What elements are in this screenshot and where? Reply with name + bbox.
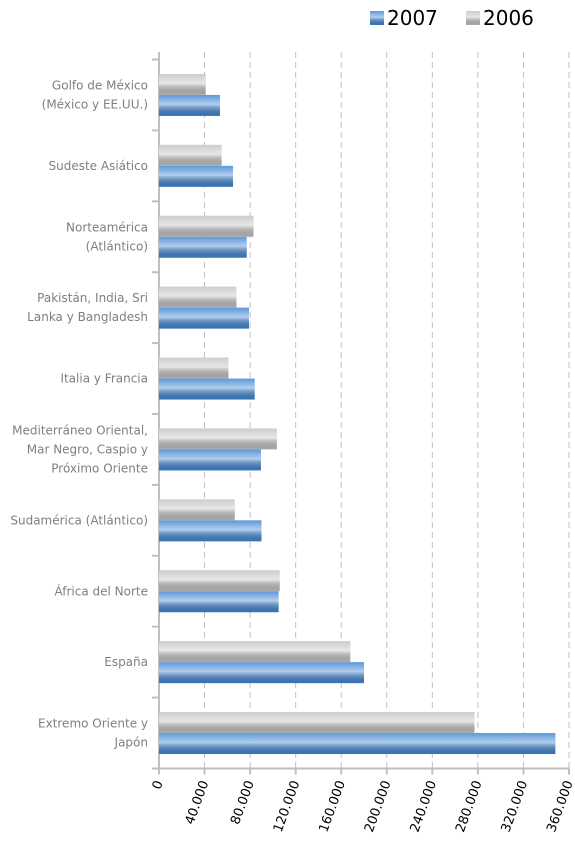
legend-text: 2007 [387,6,438,30]
label-line: Lanka y Bangladesh [27,310,148,324]
x-tick-label: 40.000 [183,779,213,827]
bar-shine [159,591,279,613]
label-line: (Atlántico) [86,239,148,253]
x-tick-label: 120.000 [271,779,303,835]
bar-shine [159,520,262,542]
legend-swatch-shine [466,11,480,25]
label-line: Mediterráneo Oriental, [12,423,148,437]
bar-shine [159,144,222,166]
bar-shine [159,570,280,592]
label-line: España [104,655,148,669]
label-line: Extremo Oriente y [38,717,148,731]
y-tick-label: Italia y Francia [60,372,148,386]
y-tick-label: Mediterráneo Oriental, Mar Negro, Caspio … [12,423,148,475]
label-line: Próximo Oriente [51,461,148,475]
y-tick-label: Norteamérica (Atlántico) [66,220,148,253]
bar-shine [159,428,277,450]
x-tick-label: 360.000 [544,779,575,835]
y-tick-label: Sudeste Asiático [48,159,148,173]
y-tick-label: Extremo Oriente y Japón [38,717,148,750]
label-line: Japón [114,736,148,750]
label-line: Sudamérica (Atlántico) [10,513,148,527]
bar-shine [159,165,234,187]
x-tick-label: 0 [150,779,167,792]
label-line: Pakistán, India, Sri [37,291,148,305]
x-tick-label: 240.000 [408,779,440,835]
bar-shine [159,236,247,258]
x-tick-label: 280.000 [453,779,485,835]
legend-text: 2006 [483,6,534,30]
x-tick-label: 320.000 [499,779,531,835]
legend-swatch-shine [370,11,384,25]
bar-shine [159,378,255,400]
bar-shine [159,449,261,471]
bar-shine [159,712,475,734]
x-tick-label: 160.000 [316,779,348,835]
bar-shine [159,499,235,521]
y-tick-label: España [104,655,148,669]
bar-shine [159,286,237,308]
y-tick-label: Sudamérica (Atlántico) [10,513,148,527]
x-tick-label: 80.000 [228,779,258,827]
label-line: Italia y Francia [60,372,148,386]
label-line: Mar Negro, Caspio y [27,442,148,456]
bar-shine [159,73,206,95]
x-tick-label: 200.000 [362,779,394,835]
bar-shine [159,733,556,755]
y-tick-label: África del Norte [54,583,148,598]
bar-shine [159,641,351,663]
label-line: Golfo de México [52,78,148,92]
y-tick-label: Pakistán, India, Sri Lanka y Bangladesh [27,291,148,324]
label-line: (México y EE.UU.) [42,97,148,111]
label-line: África del Norte [54,583,148,598]
bar-shine [159,357,229,379]
y-tick-label: Golfo de México (México y EE.UU.) [42,78,148,111]
label-line: Sudeste Asiático [48,159,148,173]
bar-shine [159,662,364,684]
bar-shine [159,307,249,329]
label-line: Norteamérica [66,220,148,234]
bar-shine [159,94,220,116]
bar-shine [159,215,254,237]
